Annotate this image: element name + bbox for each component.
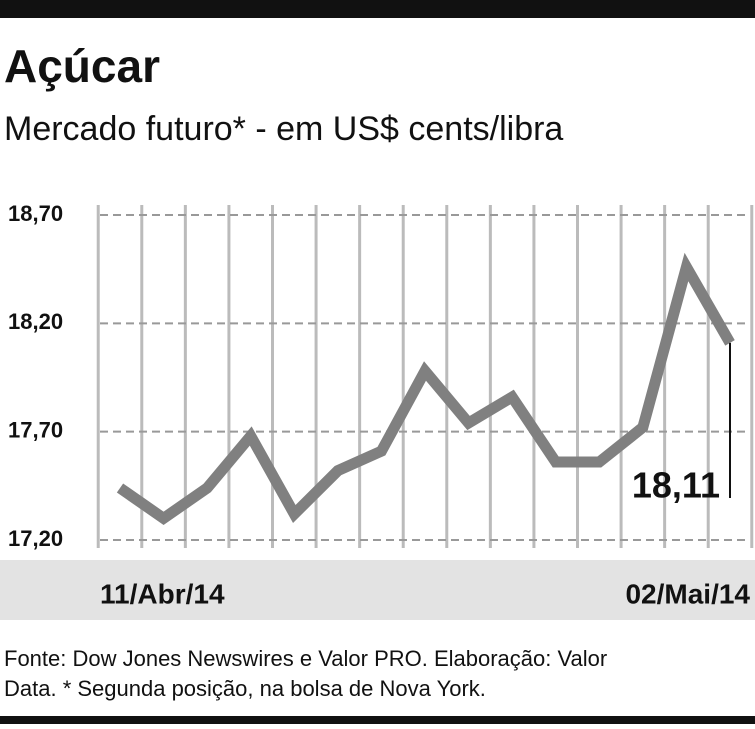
value-label: 18,11 [632,465,720,506]
y-tick-label: 18,20 [8,309,63,334]
chart-title: Açúcar [4,40,160,92]
data-line [116,252,735,526]
x-axis-band [0,560,755,620]
bottom-bar [0,716,755,724]
x-tick-label: 02/Mai/14 [625,578,750,609]
y-tick-label: 17,70 [8,417,63,442]
top-bar [0,0,755,18]
source: Data. * Segunda posição, na bolsa de Nov… [4,676,486,701]
x-tick-label: 11/Abr/14 [100,578,225,609]
y-tick-label: 18,70 [8,201,63,226]
y-tick-label: 17,20 [8,526,63,551]
chart-subtitle: Mercado futuro* - em US$ cents/libra [4,110,563,148]
source: Fonte: Dow Jones Newswires e Valor PRO. … [4,646,607,671]
